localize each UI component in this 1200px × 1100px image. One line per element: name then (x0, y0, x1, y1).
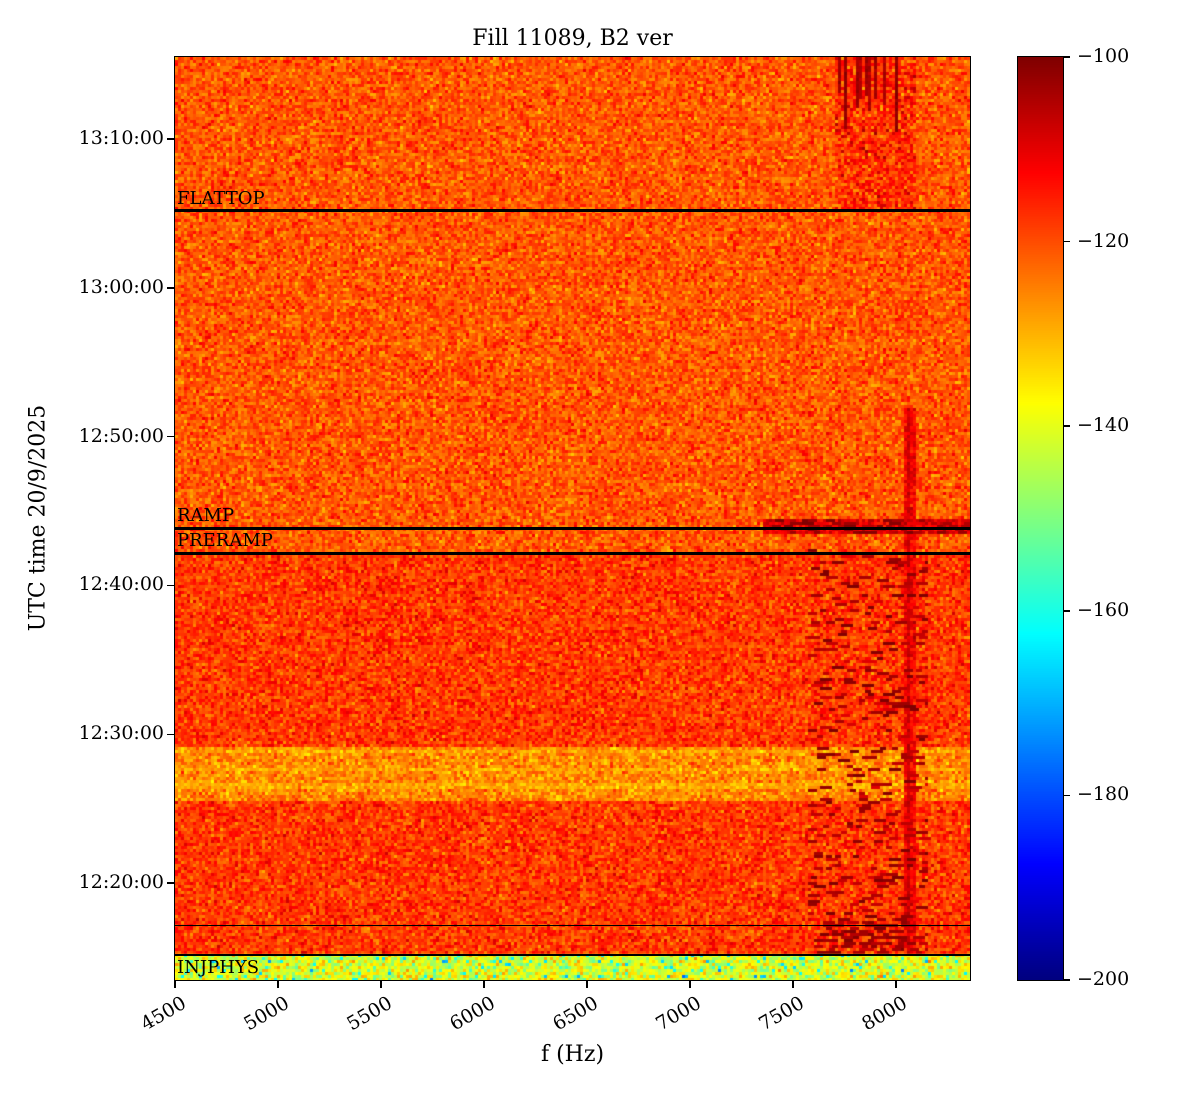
colorbar-tick-mark (1063, 425, 1070, 427)
x-tick-mark (483, 980, 485, 988)
x-tick-mark (380, 980, 382, 988)
y-tick-label: 12:40:00 (78, 573, 164, 596)
colorbar-tick-mark (1063, 610, 1070, 612)
annotation-label-ramp: RAMP (177, 505, 235, 527)
colorbar-tick-mark (1063, 56, 1070, 58)
y-tick-mark (167, 287, 175, 289)
colorbar-tick-label: −120 (1077, 229, 1130, 252)
annotation-label-flattop: FLATTOP (177, 187, 265, 209)
y-tick-label: 13:00:00 (78, 275, 164, 298)
y-tick-label: 12:50:00 (78, 424, 164, 447)
y-tick-mark (167, 733, 175, 736)
annotation-label-injphys: INJPHYS (177, 957, 260, 979)
y-tick-label: 13:10:00 (78, 126, 164, 149)
colorbar-tick-mark (1063, 240, 1070, 243)
y-tick-mark (167, 882, 175, 884)
colorbar-tick-mark (1063, 979, 1070, 981)
x-tick-mark (792, 980, 794, 988)
colorbar (1018, 57, 1063, 980)
y-tick-label: 12:30:00 (78, 722, 164, 745)
x-axis-label: f (Hz) (540, 1042, 605, 1067)
annotation-line-injphys (175, 954, 970, 957)
colorbar-tick-mark (1063, 794, 1070, 797)
annotation-line-preramp (175, 551, 970, 555)
annotation-line-flattop (175, 209, 970, 213)
y-axis-label: UTC time 20/9/2025 (25, 404, 51, 632)
x-tick-mark (277, 980, 279, 988)
annotation-line-unlabeled-3 (175, 924, 970, 927)
x-tick-mark (174, 980, 176, 988)
y-tick-mark (167, 138, 175, 140)
annotation-line-ramp (175, 526, 970, 530)
colorbar-tick-label: −200 (1077, 968, 1130, 990)
chart-title: Fill 11089, B2 ver (472, 26, 673, 51)
spectrogram-canvas (175, 57, 970, 980)
y-tick-label: 12:20:00 (78, 871, 164, 894)
annotation-label-preramp: PRERAMP (177, 530, 273, 552)
x-tick-mark (586, 980, 588, 988)
x-tick-mark (689, 980, 691, 988)
colorbar-tick-label: −160 (1077, 598, 1130, 621)
y-tick-mark (167, 435, 175, 438)
y-tick-mark (167, 584, 175, 587)
colorbar-tick-label: −180 (1077, 783, 1130, 806)
colorbar-tick-label: −100 (1077, 45, 1130, 67)
x-tick-mark (895, 980, 897, 988)
colorbar-tick-label: −140 (1077, 414, 1130, 437)
